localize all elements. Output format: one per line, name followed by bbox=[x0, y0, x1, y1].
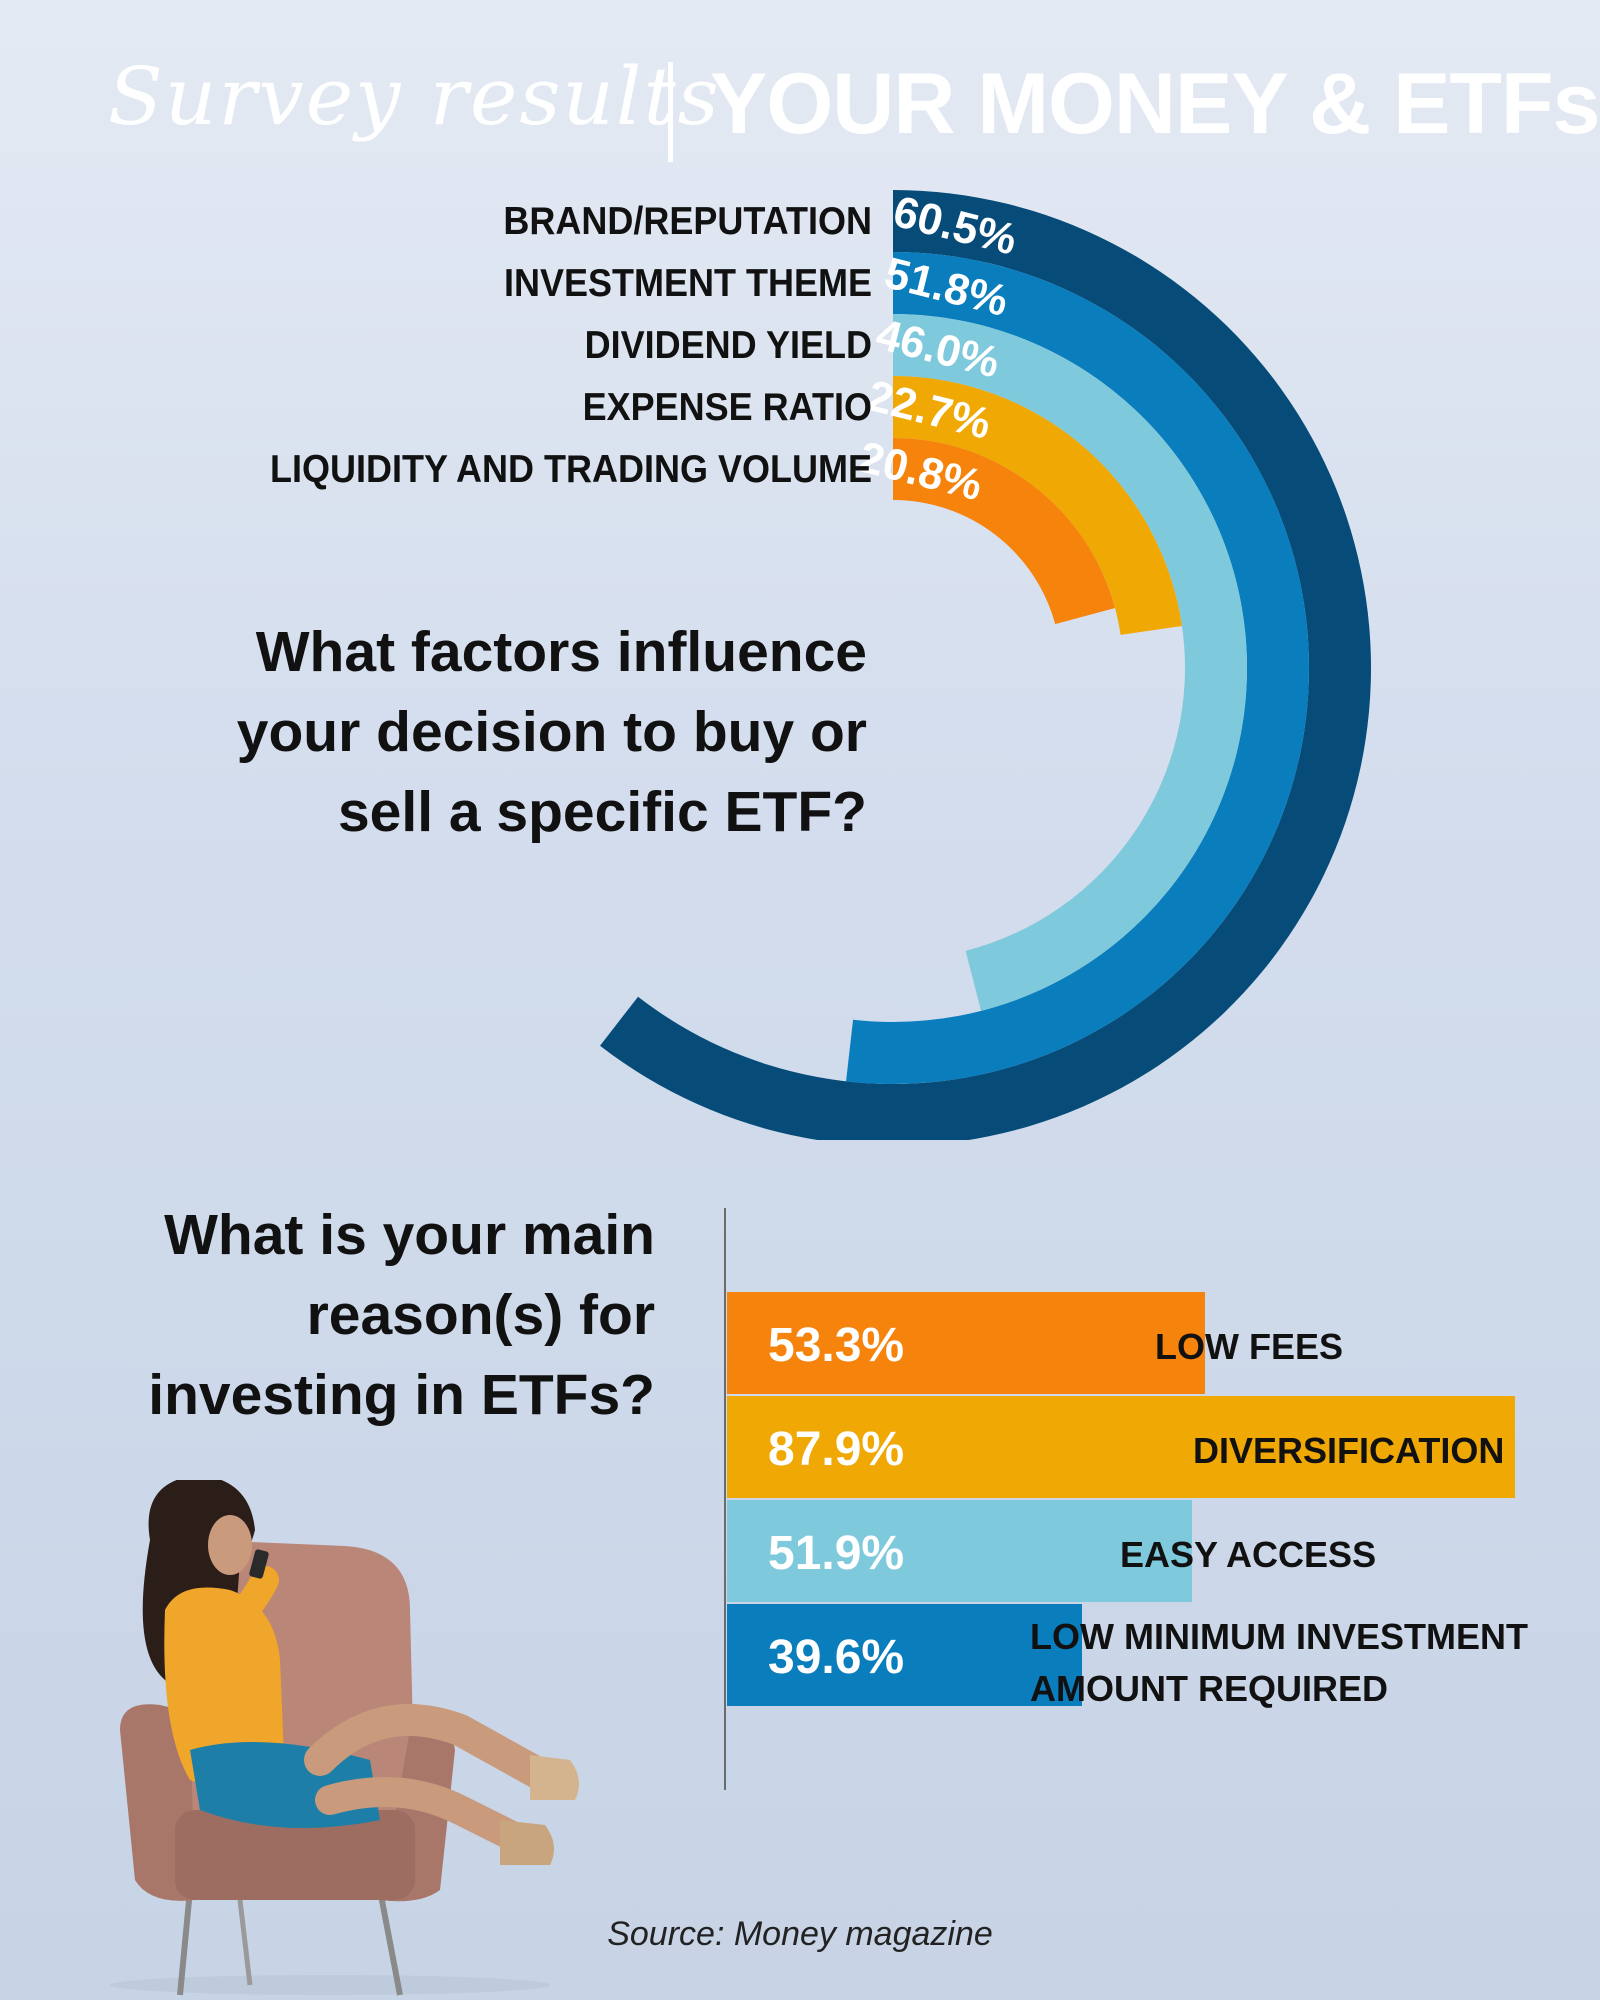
bar-label-easy-access: EASY ACCESS bbox=[1120, 1534, 1377, 1575]
radial-bar-expense bbox=[893, 376, 1182, 635]
radial-bar-liquidity bbox=[893, 438, 1116, 625]
question-reasons: What is your main reason(s) for investin… bbox=[148, 1203, 655, 1427]
radial-bar-dividend bbox=[893, 314, 1247, 1011]
radial-label-theme: INVESTMENT THEME bbox=[503, 260, 872, 305]
radial-bar-brand bbox=[600, 190, 1371, 1140]
bar-low-minimum bbox=[727, 1604, 1082, 1706]
bar-value-easy-access: 51.9% bbox=[768, 1527, 905, 1580]
radial-bar-chart: 60.5%51.8%46.0%22.7%20.8% bbox=[600, 190, 1371, 1140]
header-bold-title: YOUR MONEY & ETFs bbox=[710, 56, 1600, 152]
bar-value-low-minimum: 39.6% bbox=[768, 1631, 905, 1684]
source-note: Source: Money magazine bbox=[607, 1915, 993, 1953]
bar-diversification bbox=[727, 1396, 1515, 1498]
bar-label-diversification: DIVERSIFICATION bbox=[1193, 1430, 1505, 1471]
radial-label-expense: EXPENSE RATIO bbox=[582, 384, 872, 429]
bar-label-low-minimum-line2: AMOUNT REQUIRED bbox=[1030, 1668, 1388, 1709]
header-divider bbox=[668, 62, 673, 162]
woman-in-armchair-illustration bbox=[110, 1480, 579, 1996]
question-factors: What factors influence your decision to … bbox=[236, 620, 867, 844]
bar-axis-line bbox=[724, 1208, 726, 1790]
radial-bar-theme bbox=[846, 252, 1310, 1085]
bar-low-fees bbox=[727, 1292, 1205, 1394]
bar-easy-access bbox=[727, 1500, 1193, 1602]
radial-label-liquidity: LIQUIDITY AND TRADING VOLUME bbox=[270, 446, 872, 491]
bar-label-low-fees: LOW FEES bbox=[1155, 1326, 1343, 1367]
bar-label-low-minimum-line1: LOW MINIMUM INVESTMENT bbox=[1030, 1616, 1528, 1657]
bar-value-low-fees: 53.3% bbox=[768, 1319, 905, 1372]
radial-label-brand: BRAND/REPUTATION bbox=[503, 198, 872, 243]
bar-value-diversification: 87.9% bbox=[768, 1423, 905, 1476]
page-header: Survey results YOUR MONEY & ETFs bbox=[0, 40, 1600, 170]
radial-label-dividend: DIVIDEND YIELD bbox=[584, 322, 872, 367]
header-script-title: Survey results bbox=[108, 50, 721, 143]
